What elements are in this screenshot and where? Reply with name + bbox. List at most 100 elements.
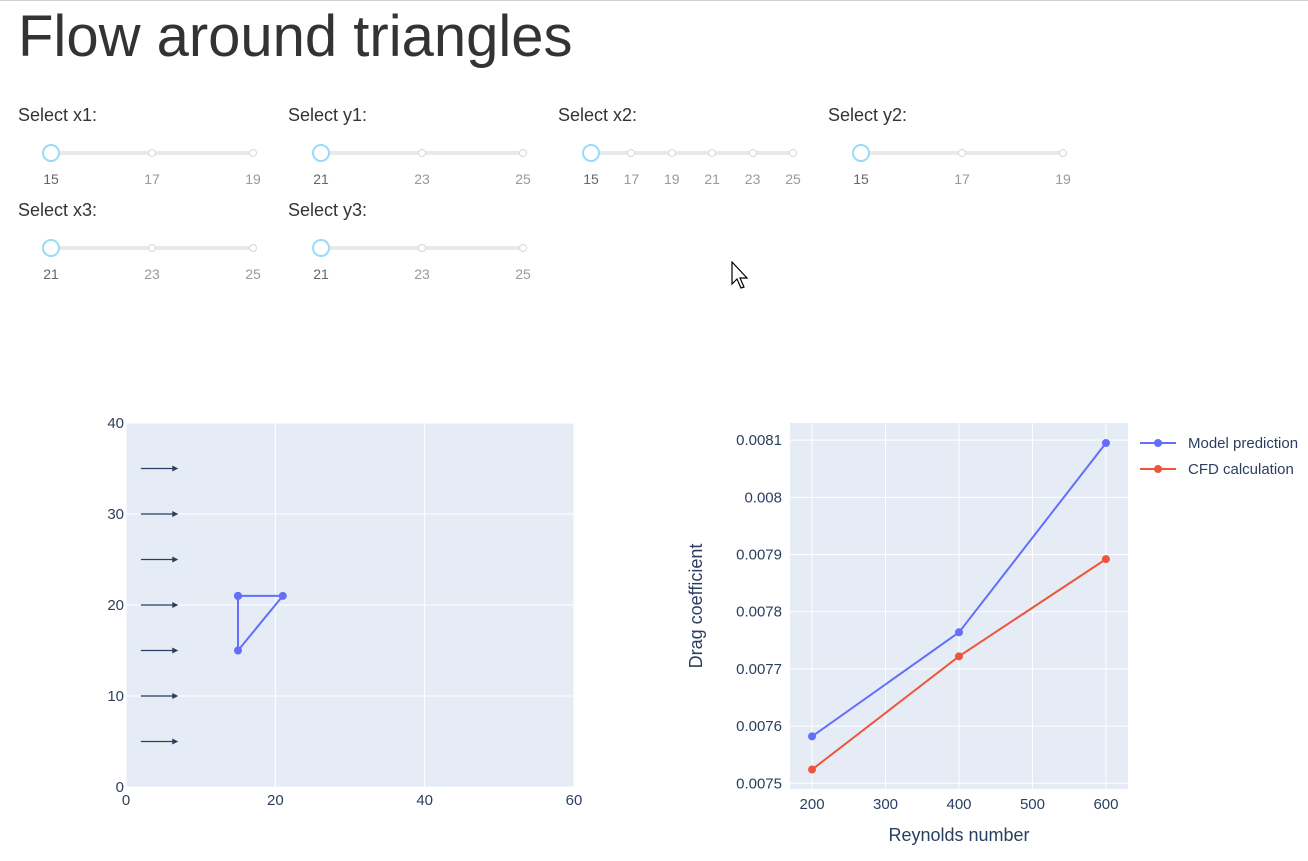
legend-swatch-marker bbox=[1154, 465, 1162, 473]
slider-step-dot[interactable] bbox=[418, 244, 426, 252]
slider-track[interactable] bbox=[312, 239, 527, 257]
slider-4: Select y2: 15 17 19 bbox=[828, 105, 1078, 195]
slider-6: Select y3: 21 23 25 bbox=[288, 200, 538, 290]
flow-arrow bbox=[140, 693, 179, 699]
triangle-outline bbox=[237, 594, 285, 654]
y-tick-label: 20 bbox=[107, 597, 124, 614]
flow-arrow bbox=[140, 511, 179, 517]
flow-arrow-head bbox=[172, 602, 179, 608]
slider-step-dot[interactable] bbox=[667, 149, 676, 157]
legend-label: Model prediction bbox=[1188, 435, 1298, 452]
slider-mark-label: 19 bbox=[245, 171, 261, 187]
flow-arrow bbox=[140, 602, 179, 608]
slider-step-dot[interactable] bbox=[418, 149, 426, 157]
slider-mark-label: 17 bbox=[144, 171, 160, 187]
slider-step-dot[interactable] bbox=[148, 149, 156, 157]
slider-label: Select y3: bbox=[288, 200, 368, 220]
triangle-geometry-chart: 0 20 40 60 0 10 20 30 40 bbox=[107, 415, 583, 809]
slider-mark-label: 23 bbox=[144, 266, 160, 282]
slider-mark-label: 25 bbox=[245, 266, 261, 282]
legend-item: CFD calculation bbox=[1140, 461, 1294, 478]
slider-track[interactable] bbox=[312, 144, 527, 162]
slider-step-dot[interactable] bbox=[708, 149, 717, 157]
x-tick-label: 20 bbox=[267, 792, 284, 809]
slider-mark-label: 15 bbox=[583, 171, 599, 187]
slider-mark-label: 21 bbox=[313, 171, 329, 187]
y-axis-title: Drag coefficient bbox=[686, 544, 706, 669]
slider-handle[interactable] bbox=[852, 144, 870, 162]
triangle-vertex bbox=[234, 646, 242, 655]
x-tick-label: 40 bbox=[416, 792, 433, 809]
x-tick-label: 60 bbox=[566, 792, 583, 809]
slider-mark-label: 19 bbox=[1055, 171, 1071, 187]
slider-label: Select y2: bbox=[828, 105, 908, 125]
slider-handle[interactable] bbox=[312, 239, 330, 257]
slider-track[interactable] bbox=[582, 144, 797, 162]
x-tick-label: 500 bbox=[1020, 796, 1045, 813]
y-tick-label: 30 bbox=[107, 506, 124, 523]
y-tick-label: 0.0081 bbox=[736, 432, 782, 449]
slider-step-dot[interactable] bbox=[249, 149, 257, 157]
slider-track[interactable] bbox=[42, 144, 257, 162]
flow-arrow-head bbox=[172, 647, 179, 654]
x-tick-label: 400 bbox=[946, 796, 971, 813]
slider-2: Select y1: 21 23 25 bbox=[288, 105, 538, 195]
y-tick-label: 0.0077 bbox=[736, 661, 782, 678]
y-tick-label: 40 bbox=[107, 415, 124, 432]
mouse-cursor-icon bbox=[731, 261, 749, 289]
slider-mark-label: 23 bbox=[414, 171, 430, 187]
slider-step-dot[interactable] bbox=[958, 149, 966, 157]
slider-step-dot[interactable] bbox=[519, 244, 527, 252]
series-point bbox=[955, 628, 963, 637]
slider-step-dot[interactable] bbox=[789, 149, 797, 157]
triangle-vertex bbox=[278, 591, 287, 600]
y-tick-label: 10 bbox=[107, 688, 124, 705]
slider-mark-label: 15 bbox=[43, 171, 59, 187]
slider-step-dot[interactable] bbox=[748, 149, 757, 157]
slider-handle[interactable] bbox=[42, 144, 60, 162]
x-tick-label: 300 bbox=[873, 796, 898, 813]
series-point bbox=[808, 765, 817, 774]
slider-handle[interactable] bbox=[312, 144, 330, 162]
page-title: Flow around triangles bbox=[18, 4, 573, 69]
slider-handle[interactable] bbox=[582, 144, 600, 162]
slider-mark-label: 23 bbox=[744, 171, 761, 187]
slider-mark-label: 23 bbox=[414, 266, 430, 282]
series-point bbox=[955, 652, 963, 661]
slider-mark-label: 21 bbox=[43, 266, 59, 282]
slider-mark-label: 17 bbox=[623, 171, 640, 187]
slider-step-dot[interactable] bbox=[249, 244, 257, 252]
slider-mark-label: 17 bbox=[954, 171, 970, 187]
slider-5: Select x3: 21 23 25 bbox=[18, 200, 268, 290]
y-tick-label: 0.0075 bbox=[736, 775, 782, 792]
slider-step-dot[interactable] bbox=[1059, 149, 1067, 157]
flow-arrow-head bbox=[172, 556, 179, 563]
slider-mark-label: 25 bbox=[515, 171, 531, 187]
x-tick-label: 0 bbox=[122, 792, 130, 809]
flow-arrow-head bbox=[172, 465, 179, 472]
slider-mark-label: 19 bbox=[664, 171, 680, 187]
triangle-vertex bbox=[234, 591, 242, 600]
slider-mark-label: 21 bbox=[704, 171, 720, 187]
slider-track[interactable] bbox=[852, 144, 1067, 162]
slider-mark-label: 25 bbox=[515, 266, 531, 282]
slider-track[interactable] bbox=[42, 239, 257, 257]
y-tick-label: 0 bbox=[116, 779, 124, 796]
slider-label: Select x3: bbox=[18, 200, 98, 220]
flow-arrow bbox=[140, 556, 179, 563]
flow-arrow bbox=[140, 465, 179, 472]
flow-arrow-head bbox=[172, 511, 179, 517]
series-point bbox=[808, 732, 817, 741]
y-tick-label: 0.0078 bbox=[736, 604, 782, 621]
drag-coefficient-chart: 200 300 400 500 600 0.0075 0.0076 0.0077 0.0078 0… bbox=[686, 423, 1298, 845]
legend-label: CFD calculation bbox=[1188, 461, 1294, 478]
y-tick-label: 0.0076 bbox=[736, 718, 782, 735]
slider-handle[interactable] bbox=[42, 239, 60, 257]
slider-3: Select x2: 15 17 19 21 23 25 bbox=[558, 105, 808, 195]
slider-step-dot[interactable] bbox=[519, 149, 527, 157]
flow-arrow bbox=[140, 738, 179, 745]
slider-label: Select x2: bbox=[558, 105, 638, 125]
slider-mark-label: 21 bbox=[313, 266, 329, 282]
slider-step-dot[interactable] bbox=[627, 149, 636, 157]
slider-step-dot[interactable] bbox=[148, 244, 156, 252]
